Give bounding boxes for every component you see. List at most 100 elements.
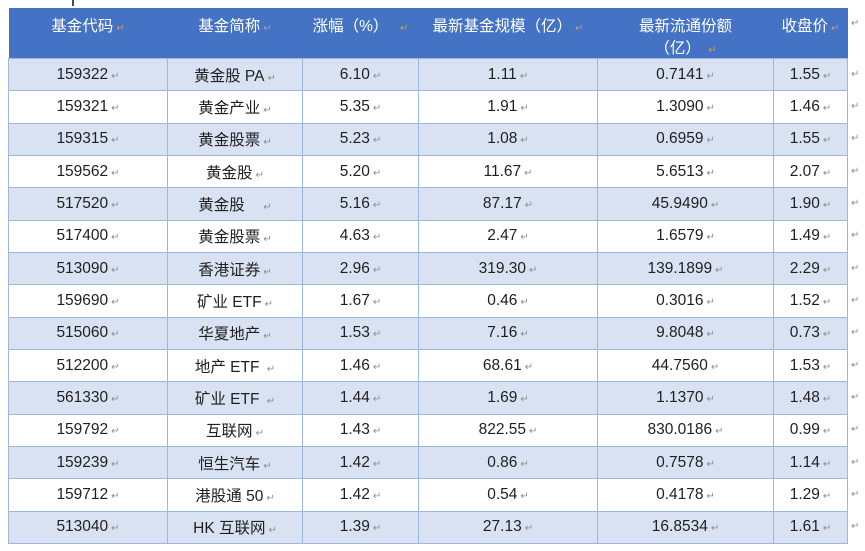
table-cell[interactable]: 45.9490 ↵ xyxy=(597,187,774,221)
table-cell[interactable]: 7.16 ↵ xyxy=(418,316,598,350)
table-cell[interactable]: 159792 ↵ xyxy=(8,413,168,447)
table-cell[interactable]: 互联网 ↵ xyxy=(167,413,303,447)
table-cell[interactable]: 1.42 ↵ xyxy=(302,445,419,480)
table-cell[interactable]: 0.99 ↵ xyxy=(773,413,848,447)
table-cell[interactable]: 319.30 ↵ xyxy=(418,251,598,286)
table-cell[interactable]: 黄金股票 ↵ xyxy=(167,219,303,253)
table-cell[interactable]: 1.67 ↵ xyxy=(302,284,419,318)
table-cell[interactable]: 1.1370 ↵ xyxy=(597,381,774,415)
table-cell[interactable]: 1.42 ↵ xyxy=(302,478,419,512)
table-cell[interactable]: 1.53 ↵ xyxy=(773,348,848,383)
table-cell[interactable]: 黄金产业 ↵ xyxy=(167,90,303,124)
table-cell[interactable]: 1.43 ↵ xyxy=(302,413,419,447)
table-cell[interactable]: 黄金股票 ↵ xyxy=(167,122,303,156)
table-cell[interactable]: 1.29 ↵ xyxy=(773,478,848,512)
table-cell[interactable]: 159315 ↵ xyxy=(8,122,168,156)
table-cell[interactable]: 159562 ↵ xyxy=(8,154,168,189)
table-cell[interactable]: 513040 ↵ xyxy=(8,510,168,544)
col-header-circulating-shares[interactable]: 最新流通份额 （亿） ↵ xyxy=(597,8,774,59)
table-cell[interactable]: 矿业 ETF ↵ xyxy=(167,284,303,318)
table-cell[interactable]: 159712 ↵ xyxy=(8,478,168,512)
table-cell[interactable]: 6.10 ↵ xyxy=(302,57,419,92)
table-cell[interactable]: 黄金股 ↵ xyxy=(167,187,303,221)
table-cell[interactable]: 恒生汽车 ↵ xyxy=(167,445,303,480)
table-cell[interactable]: 0.73 ↵ xyxy=(773,316,848,350)
table-cell[interactable]: 0.3016 ↵ xyxy=(597,284,774,318)
table-cell[interactable]: 0.86 ↵ xyxy=(418,445,598,480)
table-cell[interactable]: HK 互联网 ↵ xyxy=(167,510,303,544)
table-cell[interactable]: 515060 ↵ xyxy=(8,316,168,350)
table-cell[interactable]: 港股通 50 ↵ xyxy=(167,478,303,512)
table-cell[interactable]: 159321 ↵ xyxy=(8,90,168,124)
paragraph-mark-icon: ↵ xyxy=(111,167,120,179)
table-cell[interactable]: 1.46 ↵ xyxy=(302,348,419,383)
table-cell[interactable]: 159322 ↵ xyxy=(8,57,168,92)
table-cell[interactable]: 830.0186 ↵ xyxy=(597,413,774,447)
table-cell[interactable]: 0.6959 ↵ xyxy=(597,122,774,156)
table-cell[interactable]: 1.6579 ↵ xyxy=(597,219,774,253)
table-cell[interactable]: 0.7141 ↵ xyxy=(597,57,774,92)
col-header-fund-name[interactable]: 基金简称 ↵ xyxy=(167,8,303,59)
table-cell[interactable]: 68.61 ↵ xyxy=(418,348,598,383)
table-cell[interactable]: 16.8534 ↵ xyxy=(597,510,774,544)
table-cell[interactable]: 4.63 ↵ xyxy=(302,219,419,253)
table-cell[interactable]: 1.53 ↵ xyxy=(302,316,419,350)
table-cell[interactable]: 1.69 ↵ xyxy=(418,381,598,415)
table-cell[interactable]: 黄金股 PA ↵ xyxy=(167,57,303,92)
table-cell[interactable]: 1.39 ↵ xyxy=(302,510,419,544)
table-cell[interactable]: 513090 ↵ xyxy=(8,251,168,286)
table-cell[interactable]: 822.55 ↵ xyxy=(418,413,598,447)
table-cell[interactable]: 矿业 ETF ↵ xyxy=(167,381,303,415)
table-cell[interactable]: 1.49 ↵ xyxy=(773,219,848,253)
table-cell[interactable]: 2.29 ↵ xyxy=(773,251,848,286)
table-cell[interactable]: 517400 ↵ xyxy=(8,219,168,253)
table-cell[interactable]: 2.47 ↵ xyxy=(418,219,598,253)
table-cell[interactable]: 1.55 ↵ xyxy=(773,122,848,156)
table-cell[interactable]: 517520 ↵ xyxy=(8,187,168,221)
table-cell[interactable]: 1.48 ↵ xyxy=(773,381,848,415)
table-cell[interactable]: 华夏地产 ↵ xyxy=(167,316,303,350)
table-cell[interactable]: 香港证券 ↵ xyxy=(167,251,303,286)
table-cell[interactable]: 1.14 ↵ xyxy=(773,445,848,480)
table-cell[interactable]: 2.96 ↵ xyxy=(302,251,419,286)
table-cell[interactable]: 87.17 ↵ xyxy=(418,187,598,221)
table-cell[interactable]: 1.3090 ↵ xyxy=(597,90,774,124)
col-header-close-price[interactable]: 收盘价 ↵ xyxy=(773,8,848,59)
table-cell[interactable]: 黄金股 ↵ xyxy=(167,154,303,189)
table-cell[interactable]: 5.6513 ↵ xyxy=(597,154,774,189)
table-cell[interactable]: 0.46 ↵ xyxy=(418,284,598,318)
col-header-fund-size[interactable]: 最新基金规模（亿） ↵ xyxy=(418,8,598,59)
paragraph-mark-icon: ↵ xyxy=(263,137,272,149)
table-cell[interactable]: 27.13 ↵ xyxy=(418,510,598,544)
table-cell[interactable]: 1.46 ↵ xyxy=(773,90,848,124)
table-cell[interactable]: 1.44 ↵ xyxy=(302,381,419,415)
table-cell[interactable]: 9.8048 ↵ xyxy=(597,316,774,350)
table-cell[interactable]: 1.52 ↵ xyxy=(773,284,848,318)
table-cell[interactable]: 0.7578 ↵ xyxy=(597,445,774,480)
table-cell[interactable]: 2.07 ↵ xyxy=(773,154,848,189)
table-cell[interactable]: 44.7560 ↵ xyxy=(597,348,774,383)
table-cell[interactable]: 地产 ETF ↵ xyxy=(167,348,303,383)
table-cell[interactable]: 139.1899 ↵ xyxy=(597,251,774,286)
table-cell[interactable]: 1.90 ↵ xyxy=(773,187,848,221)
table-cell[interactable]: 159690 ↵ xyxy=(8,284,168,318)
table-cell[interactable]: 159239 ↵ xyxy=(8,445,168,480)
table-cell[interactable]: 1.08 ↵ xyxy=(418,122,598,156)
col-header-gain-pct[interactable]: 涨幅（%） ↵ xyxy=(302,8,419,59)
table-cell[interactable]: 1.55 ↵ xyxy=(773,57,848,92)
table-cell[interactable]: 0.4178 ↵ xyxy=(597,478,774,512)
table-cell[interactable]: 5.23 ↵ xyxy=(302,122,419,156)
table-cell[interactable]: 5.16 ↵ xyxy=(302,187,419,221)
table-cell[interactable]: 1.61 ↵ xyxy=(773,510,848,544)
table-cell[interactable]: 11.67 ↵ xyxy=(418,154,598,189)
paragraph-mark-icon: ↵ xyxy=(529,426,538,438)
table-cell[interactable]: 5.35 ↵ xyxy=(302,90,419,124)
table-cell[interactable]: 0.54 ↵ xyxy=(418,478,598,512)
table-cell[interactable]: 512200 ↵ xyxy=(8,348,168,383)
table-cell[interactable]: 5.20 ↵ xyxy=(302,154,419,189)
table-cell[interactable]: 561330 ↵ xyxy=(8,381,168,415)
col-header-fund-code[interactable]: 基金代码 ↵ xyxy=(8,8,168,59)
table-cell[interactable]: 1.91 ↵ xyxy=(418,90,598,124)
paragraph-mark-icon: ↵ xyxy=(372,102,382,114)
table-cell[interactable]: 1.11 ↵ xyxy=(418,57,598,92)
